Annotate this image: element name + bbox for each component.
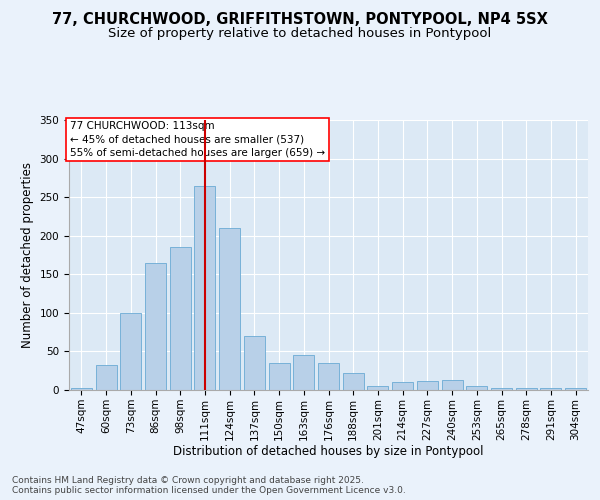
Bar — [219, 228, 240, 390]
Bar — [244, 336, 265, 390]
Bar — [417, 380, 438, 390]
Bar — [516, 388, 537, 390]
Bar — [318, 363, 339, 390]
Bar — [367, 386, 388, 390]
Text: 77, CHURCHWOOD, GRIFFITHSTOWN, PONTYPOOL, NP4 5SX: 77, CHURCHWOOD, GRIFFITHSTOWN, PONTYPOOL… — [52, 12, 548, 28]
Bar — [170, 248, 191, 390]
Bar — [293, 356, 314, 390]
Bar — [466, 386, 487, 390]
Bar — [120, 313, 141, 390]
Bar — [95, 364, 116, 390]
Y-axis label: Number of detached properties: Number of detached properties — [21, 162, 34, 348]
Bar — [442, 380, 463, 390]
Text: 77 CHURCHWOOD: 113sqm
← 45% of detached houses are smaller (537)
55% of semi-det: 77 CHURCHWOOD: 113sqm ← 45% of detached … — [70, 122, 325, 158]
Bar — [145, 262, 166, 390]
Bar — [343, 373, 364, 390]
Bar — [541, 388, 562, 390]
Bar — [565, 388, 586, 390]
Bar — [392, 382, 413, 390]
Bar — [194, 186, 215, 390]
Text: Contains HM Land Registry data © Crown copyright and database right 2025.
Contai: Contains HM Land Registry data © Crown c… — [12, 476, 406, 495]
X-axis label: Distribution of detached houses by size in Pontypool: Distribution of detached houses by size … — [173, 446, 484, 458]
Text: Size of property relative to detached houses in Pontypool: Size of property relative to detached ho… — [109, 28, 491, 40]
Bar — [71, 388, 92, 390]
Bar — [269, 363, 290, 390]
Bar — [491, 388, 512, 390]
